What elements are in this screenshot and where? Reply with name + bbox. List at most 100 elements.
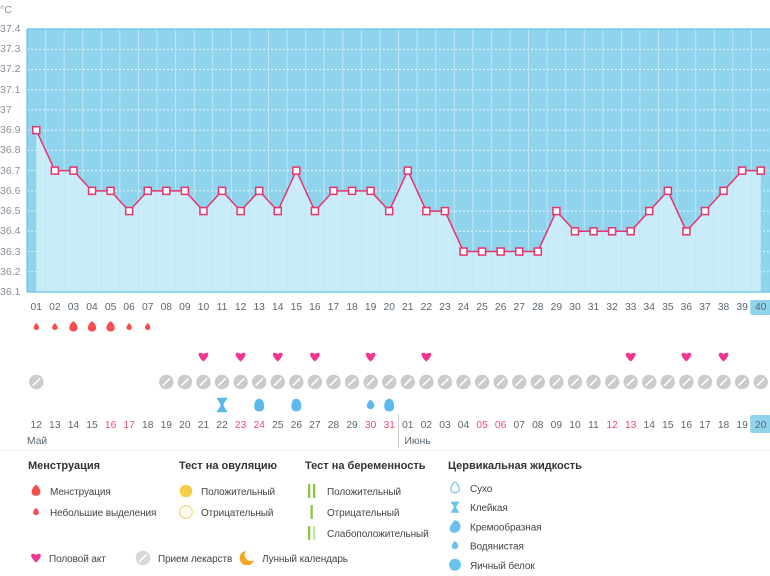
svg-text:Отрицательный: Отрицательный xyxy=(327,508,399,519)
svg-text:04: 04 xyxy=(458,420,470,431)
svg-text:17: 17 xyxy=(328,302,340,313)
svg-text:26: 26 xyxy=(291,420,303,431)
svg-text:29: 29 xyxy=(551,302,563,313)
svg-text:06: 06 xyxy=(123,302,135,313)
svg-text:25: 25 xyxy=(476,302,488,313)
svg-text:15: 15 xyxy=(291,302,303,313)
svg-text:07: 07 xyxy=(142,302,154,313)
svg-text:19: 19 xyxy=(161,420,173,431)
svg-text:18: 18 xyxy=(718,420,730,431)
svg-text:24: 24 xyxy=(253,420,265,431)
svg-text:38: 38 xyxy=(718,302,730,313)
svg-text:10: 10 xyxy=(569,420,581,431)
svg-text:27: 27 xyxy=(514,302,526,313)
svg-text:35: 35 xyxy=(662,302,674,313)
svg-text:26: 26 xyxy=(495,302,507,313)
svg-text:Менструация: Менструация xyxy=(50,487,111,498)
svg-text:28: 28 xyxy=(328,420,340,431)
svg-text:Положительный: Положительный xyxy=(327,487,401,498)
svg-text:22: 22 xyxy=(421,302,433,313)
svg-text:16: 16 xyxy=(681,420,693,431)
svg-text:Май: Май xyxy=(27,436,47,447)
svg-text:Половой акт: Половой акт xyxy=(49,554,106,565)
svg-text:13: 13 xyxy=(625,420,637,431)
svg-text:01: 01 xyxy=(31,302,43,313)
svg-text:16: 16 xyxy=(309,302,321,313)
svg-text:09: 09 xyxy=(179,302,191,313)
svg-text:29: 29 xyxy=(346,420,358,431)
svg-text:25: 25 xyxy=(272,420,284,431)
svg-text:Сухо: Сухо xyxy=(470,484,493,495)
svg-text:27: 27 xyxy=(309,420,321,431)
svg-text:Водянистая: Водянистая xyxy=(470,542,524,553)
svg-text:23: 23 xyxy=(439,302,451,313)
svg-text:28: 28 xyxy=(532,302,544,313)
svg-text:20: 20 xyxy=(383,302,395,313)
svg-text:Тест на овуляцию: Тест на овуляцию xyxy=(179,460,277,472)
svg-text:15: 15 xyxy=(662,420,674,431)
svg-text:17: 17 xyxy=(699,420,711,431)
svg-text:05: 05 xyxy=(476,420,488,431)
svg-text:01: 01 xyxy=(402,420,414,431)
svg-text:20: 20 xyxy=(179,420,191,431)
svg-text:40: 40 xyxy=(755,302,767,313)
svg-text:02: 02 xyxy=(49,302,61,313)
svg-text:Небольшие выделения: Небольшие выделения xyxy=(50,507,156,519)
svg-text:10: 10 xyxy=(198,302,210,313)
svg-text:19: 19 xyxy=(365,302,377,313)
svg-text:39: 39 xyxy=(736,302,748,313)
svg-text:08: 08 xyxy=(532,420,544,431)
svg-text:03: 03 xyxy=(68,302,80,313)
svg-text:20: 20 xyxy=(755,420,767,431)
svg-text:Клейкая: Клейкая xyxy=(470,503,508,514)
svg-text:18: 18 xyxy=(346,302,358,313)
svg-text:12: 12 xyxy=(31,420,43,431)
svg-text:14: 14 xyxy=(272,302,284,313)
svg-text:08: 08 xyxy=(161,302,173,313)
svg-text:32: 32 xyxy=(606,302,618,313)
svg-text:13: 13 xyxy=(49,420,61,431)
svg-text:36: 36 xyxy=(681,302,693,313)
svg-text:Положительный: Положительный xyxy=(201,487,275,498)
svg-text:11: 11 xyxy=(588,420,599,431)
svg-text:Менструация: Менструация xyxy=(28,460,100,472)
svg-text:Отрицательный: Отрицательный xyxy=(201,508,273,519)
svg-text:13: 13 xyxy=(253,302,265,313)
svg-text:12: 12 xyxy=(606,420,618,431)
svg-text:34: 34 xyxy=(644,302,656,313)
svg-text:04: 04 xyxy=(86,302,98,313)
svg-text:24: 24 xyxy=(458,302,470,313)
svg-text:02: 02 xyxy=(421,420,433,431)
svg-text:30: 30 xyxy=(569,302,581,313)
svg-text:Июнь: Июнь xyxy=(405,436,431,447)
svg-text:Прием лекарств: Прием лекарств xyxy=(158,554,232,565)
svg-text:21: 21 xyxy=(402,302,414,313)
svg-text:Лунный календарь: Лунный календарь xyxy=(262,554,348,565)
svg-text:31: 31 xyxy=(588,302,600,313)
svg-text:06: 06 xyxy=(495,420,507,431)
svg-text:07: 07 xyxy=(514,420,526,431)
svg-text:19: 19 xyxy=(736,420,748,431)
svg-text:21: 21 xyxy=(198,420,210,431)
svg-text:Цервикальная жидкость: Цервикальная жидкость xyxy=(448,460,582,472)
svg-text:33: 33 xyxy=(625,302,637,313)
svg-text:Кремообразная: Кремообразная xyxy=(470,521,541,533)
svg-text:11: 11 xyxy=(217,302,228,313)
svg-text:30: 30 xyxy=(365,420,377,431)
svg-text:31: 31 xyxy=(383,420,395,431)
svg-text:18: 18 xyxy=(142,420,154,431)
svg-text:22: 22 xyxy=(216,420,228,431)
svg-text:Яичный белок: Яичный белок xyxy=(470,560,535,572)
svg-text:Тест на беременность: Тест на беременность xyxy=(305,460,426,472)
svg-text:37: 37 xyxy=(699,302,711,313)
svg-text:Слабоположительный: Слабоположительный xyxy=(327,528,429,540)
svg-text:03: 03 xyxy=(439,420,451,431)
svg-text:05: 05 xyxy=(105,302,117,313)
svg-text:12: 12 xyxy=(235,302,247,313)
svg-text:14: 14 xyxy=(68,420,80,431)
svg-text:17: 17 xyxy=(123,420,135,431)
svg-text:15: 15 xyxy=(86,420,98,431)
svg-text:23: 23 xyxy=(235,420,247,431)
svg-text:16: 16 xyxy=(105,420,117,431)
svg-text:14: 14 xyxy=(644,420,656,431)
